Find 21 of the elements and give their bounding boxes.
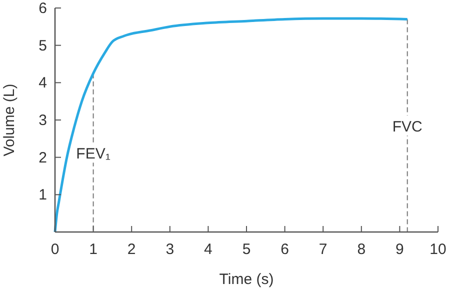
x-tick-label: 4 — [204, 241, 212, 258]
x-tick-label: 10 — [430, 241, 446, 258]
x-tick-label: 9 — [396, 241, 404, 258]
x-tick-label: 7 — [318, 241, 328, 258]
x-tick-label: 3 — [166, 241, 174, 258]
ref-line-label: FEV₁ — [76, 146, 110, 163]
y-axis-title: Volume (L) — [1, 84, 18, 156]
x-axis-title: Time (s) — [219, 271, 274, 288]
y-tick-label: 4 — [38, 74, 47, 92]
x-tick-label: 8 — [357, 241, 366, 258]
y-tick-label: 2 — [38, 149, 47, 166]
ref-line-label: FVC — [392, 118, 423, 136]
x-tick-label: 5 — [242, 241, 251, 258]
y-tick-label: 1 — [38, 186, 47, 204]
y-tick-label: 6 — [38, 0, 47, 17]
x-tick-label: 0 — [50, 241, 60, 258]
y-tick-label: 5 — [38, 37, 47, 54]
x-tick-label: 6 — [280, 241, 289, 258]
y-tick-label: 3 — [38, 112, 47, 129]
x-tick-label: 2 — [127, 241, 136, 258]
x-tick-label: 1 — [89, 241, 98, 258]
